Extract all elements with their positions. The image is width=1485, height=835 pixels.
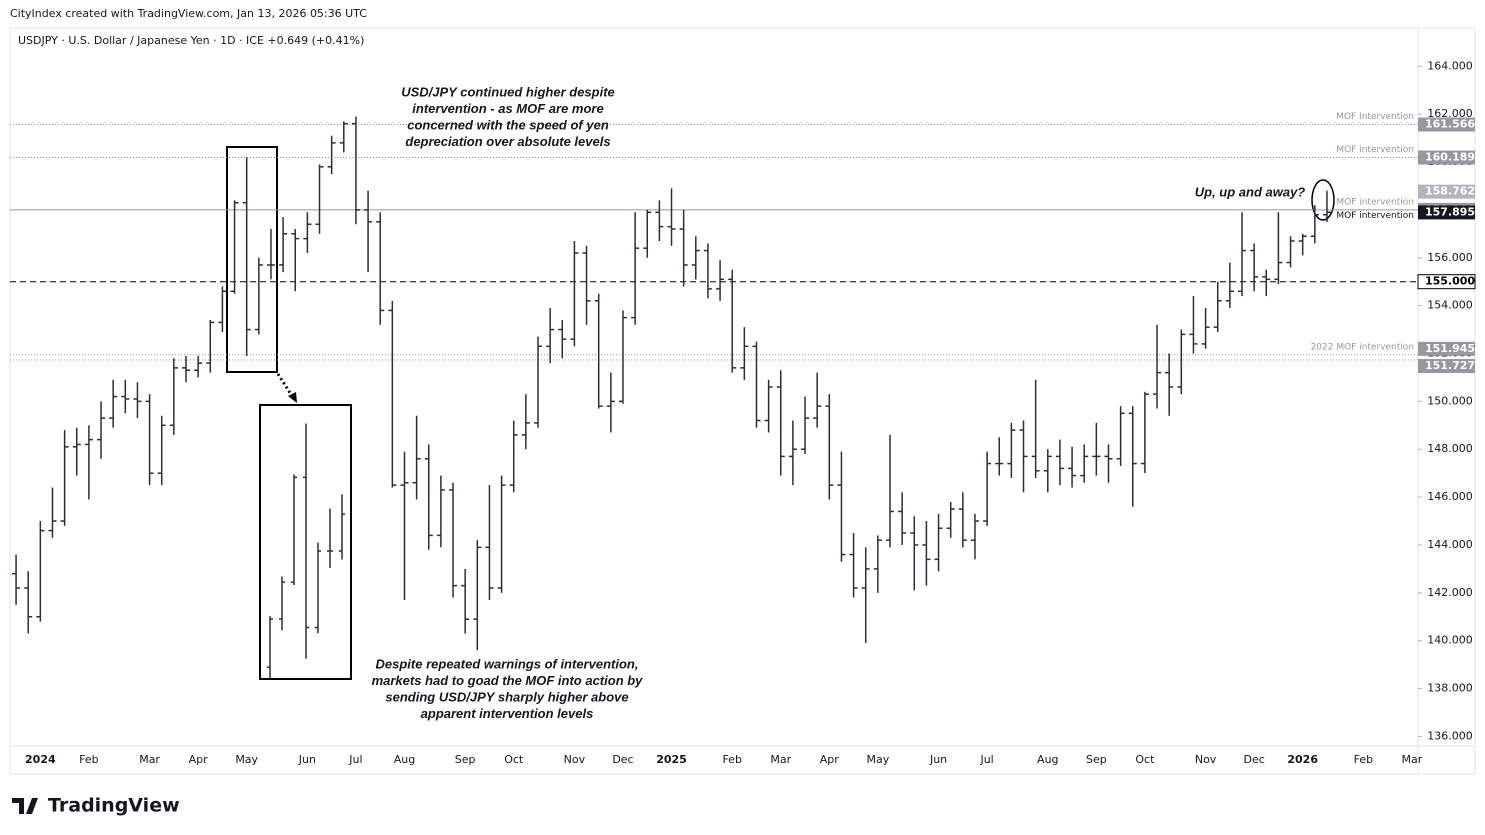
price-label-bg bbox=[1417, 274, 1476, 290]
logo: TradingView bbox=[12, 795, 180, 817]
y-tick-label: 164.000 bbox=[1427, 59, 1473, 72]
annotation: USD/JPY continued higher despite bbox=[401, 84, 615, 99]
x-tick-label: Aug bbox=[1037, 753, 1058, 766]
y-tick-label: 150.000 bbox=[1427, 394, 1473, 407]
level-note: MOF Intervention bbox=[1336, 112, 1414, 122]
price-label: 160.189 bbox=[1425, 151, 1475, 164]
price-label-bg bbox=[1418, 341, 1475, 356]
y-tick-label: 146.000 bbox=[1427, 490, 1473, 503]
x-tick-label: May bbox=[235, 753, 258, 766]
price-label-bg bbox=[1418, 359, 1475, 374]
x-tick-label: Apr bbox=[189, 753, 209, 766]
arrow bbox=[276, 373, 294, 397]
annotation: intervention - as MOF are more bbox=[412, 101, 603, 116]
x-tick-label: Mar bbox=[770, 753, 791, 766]
x-tick-label: 2025 bbox=[656, 753, 687, 766]
y-tick-label: 140.000 bbox=[1427, 634, 1473, 647]
x-tick-label: Apr bbox=[820, 753, 840, 766]
annotation: depreciation over absolute levels bbox=[405, 134, 610, 149]
price-label: 158.762 bbox=[1425, 185, 1475, 198]
y-tick-label: 156.000 bbox=[1427, 251, 1473, 264]
level-note: MOF intervention bbox=[1336, 197, 1414, 207]
x-tick-label: Sep bbox=[1086, 753, 1107, 766]
x-tick-label: 2026 bbox=[1287, 753, 1318, 766]
price-label: 151.945 bbox=[1425, 342, 1475, 355]
y-tick-label: 142.000 bbox=[1427, 586, 1473, 599]
x-tick-label: Nov bbox=[564, 753, 586, 766]
annotation: markets had to goad the MOF into action … bbox=[372, 673, 644, 688]
x-tick-label: Feb bbox=[1354, 753, 1373, 766]
symbol-title: USDJPY · U.S. Dollar / Japanese Yen · 1D… bbox=[18, 34, 364, 47]
x-tick-label: Oct bbox=[504, 753, 524, 766]
level-note: MOF intervention bbox=[1336, 211, 1414, 221]
annotation: sending USD/JPY sharply higher above bbox=[385, 689, 628, 704]
x-tick-label: Feb bbox=[79, 753, 98, 766]
y-tick-label: 144.000 bbox=[1427, 538, 1473, 551]
x-tick-label: 2024 bbox=[25, 753, 56, 766]
arrow-head bbox=[288, 392, 297, 403]
x-tick-label: Mar bbox=[1402, 753, 1423, 766]
price-label: 155.000 bbox=[1425, 275, 1475, 288]
y-tick-label: 136.000 bbox=[1427, 729, 1473, 742]
x-tick-label: Aug bbox=[394, 753, 415, 766]
annotation: apparent intervention levels bbox=[421, 706, 594, 721]
frame bbox=[9, 27, 1476, 775]
level-note: MOF intervention bbox=[1336, 145, 1414, 155]
price-label: 161.566 bbox=[1425, 118, 1475, 131]
level-note: 2022 MOF intervention bbox=[1311, 342, 1414, 352]
price-label: 157.895 bbox=[1425, 205, 1475, 218]
x-tick-label: Jul bbox=[979, 753, 993, 766]
annotation: Up, up and away? bbox=[1195, 184, 1306, 199]
logo-mark bbox=[12, 798, 38, 814]
highlight-ellipse bbox=[1311, 179, 1335, 221]
y-tick-label: 162.000 bbox=[1427, 107, 1473, 120]
y-tick-label: 154.000 bbox=[1427, 299, 1473, 312]
x-tick-label: Sep bbox=[455, 753, 476, 766]
x-tick-label: Jun bbox=[929, 753, 947, 766]
annotation: concerned with the speed of yen bbox=[407, 117, 609, 132]
x-tick-label: Mar bbox=[139, 753, 160, 766]
x-tick-label: Dec bbox=[1243, 753, 1264, 766]
brand: TradingView bbox=[48, 795, 180, 817]
x-tick-label: Jul bbox=[348, 753, 362, 766]
x-tick-label: Nov bbox=[1195, 753, 1217, 766]
y-tick-label: 138.000 bbox=[1427, 682, 1473, 695]
x-tick-label: May bbox=[866, 753, 889, 766]
price-label: 151.727 bbox=[1425, 359, 1475, 372]
x-tick-label: Dec bbox=[612, 753, 633, 766]
price-label-bg bbox=[1418, 150, 1475, 165]
x-tick-label: Oct bbox=[1135, 753, 1155, 766]
price-label-bg bbox=[1418, 117, 1475, 132]
highlight-box bbox=[226, 146, 278, 373]
x-tick-label: Jun bbox=[298, 753, 316, 766]
y-tick-label: 148.000 bbox=[1427, 442, 1473, 455]
price-label-bg bbox=[1418, 184, 1475, 199]
price-label-bg bbox=[1418, 205, 1475, 220]
annotation: Despite repeated warnings of interventio… bbox=[376, 656, 639, 671]
source-line: CityIndex created with TradingView.com, … bbox=[10, 7, 367, 20]
x-tick-label: Feb bbox=[722, 753, 741, 766]
